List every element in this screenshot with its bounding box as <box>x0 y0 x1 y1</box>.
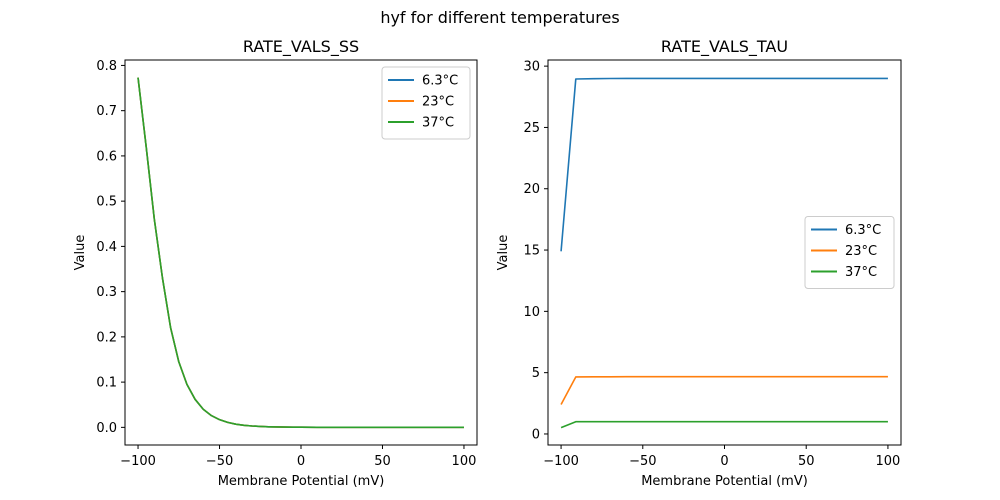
y-tick-label: 20 <box>523 182 540 197</box>
y-tick-label: 0 <box>532 427 540 442</box>
x-tick-label: −50 <box>206 454 233 469</box>
series-line-2 <box>560 375 888 405</box>
x-tick-label: 0 <box>720 454 728 469</box>
y-axis-label: Value <box>496 235 511 271</box>
legend: 6.3°C 23°C 37°C <box>804 216 895 289</box>
x-tick-label: −100 <box>543 454 579 469</box>
x-axis-label: Membrane Potential (mV) <box>641 474 808 489</box>
subplot-2: RATE_VALS_TAU −100 −50 0 50 100 0 5 10 15 20 25 30 Me… <box>496 37 902 489</box>
y-tick-label: 0.5 <box>96 195 117 210</box>
x-tick-label: 50 <box>798 454 815 469</box>
legend-label: 37°C <box>845 265 877 280</box>
y-tick-label: 0.3 <box>96 285 117 300</box>
series-line-1 <box>560 77 888 252</box>
y-tick-label: 0.6 <box>96 149 117 164</box>
x-tick-label: 100 <box>876 454 901 469</box>
y-tick-label: 0.4 <box>96 240 117 255</box>
axes-title: RATE_VALS_TAU <box>661 37 788 57</box>
x-tick-label: −100 <box>120 454 156 469</box>
legend-label: 23°C <box>845 244 877 259</box>
x-tick-label: 50 <box>374 454 391 469</box>
y-tick-label: 0.7 <box>96 104 117 119</box>
axes-title: RATE_VALS_SS <box>243 37 359 57</box>
series-line-3 <box>137 77 464 429</box>
y-tick-label: 0.2 <box>96 330 117 345</box>
x-tick-label: 100 <box>452 454 477 469</box>
legend-label: 37°C <box>422 116 454 131</box>
y-tick-label: 30 <box>523 60 540 75</box>
series-line-3 <box>560 420 888 429</box>
y-tick-label: 15 <box>523 244 540 259</box>
x-tick-label: 0 <box>297 454 305 469</box>
y-tick-label: 0.8 <box>96 59 117 74</box>
y-tick-label: 25 <box>523 121 540 136</box>
legend-label: 6.3°C <box>845 223 881 238</box>
subplot-1: RATE_VALS_SS −100 −50 0 50 100 0.0 0.1 0.2 0.3 0.4… <box>73 37 478 489</box>
y-axis-label: Value <box>73 235 88 271</box>
x-tick-label: −50 <box>629 454 656 469</box>
y-tick-label: 0.1 <box>96 376 117 391</box>
x-axis-label: Membrane Potential (mV) <box>218 474 385 489</box>
legend-label: 6.3°C <box>422 74 458 89</box>
y-tick-label: 10 <box>523 305 540 320</box>
y-tick-label: 5 <box>532 366 540 381</box>
legend-label: 23°C <box>422 95 454 110</box>
y-tick-label: 0.0 <box>96 421 117 436</box>
legend: 6.3°C 23°C 37°C <box>381 66 471 140</box>
subplots: RATE_VALS_SS−100 −50 0 50 1000.00.10.20.30.4… <box>73 37 902 489</box>
figure-title: hyf for different temperatures <box>380 8 619 27</box>
